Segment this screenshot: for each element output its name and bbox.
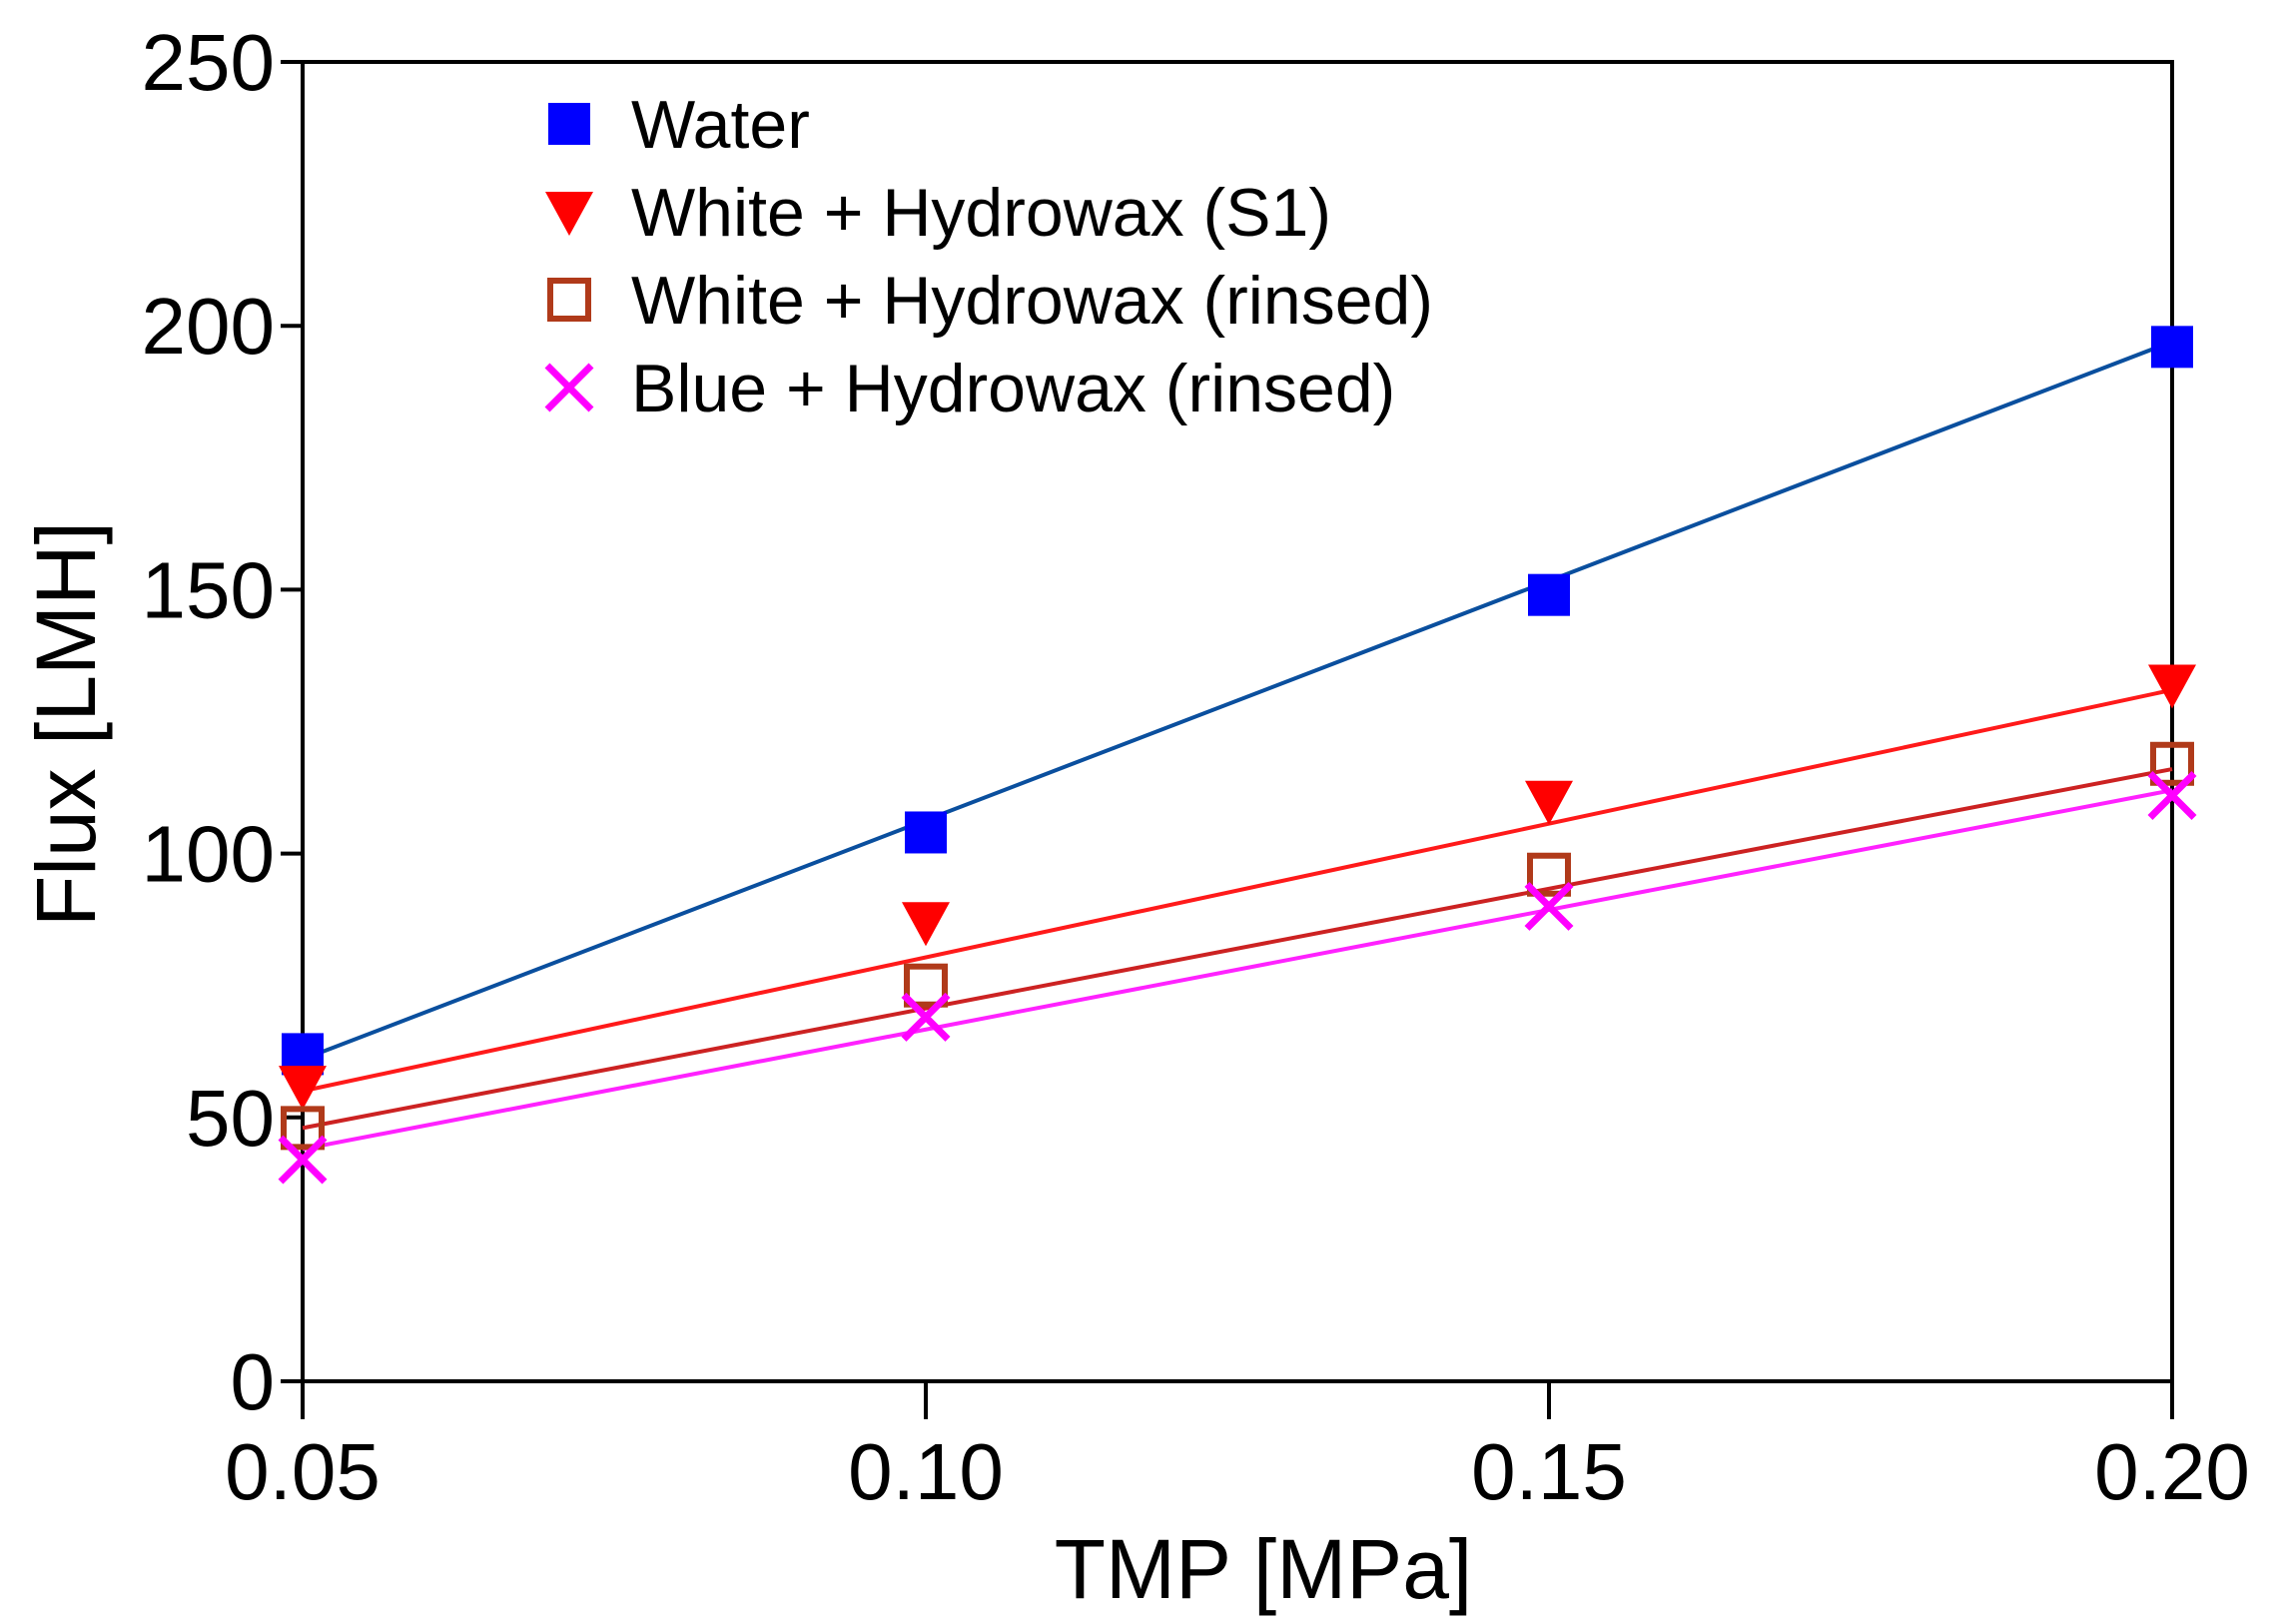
data-point-white-hydrowax-rinsed: [281, 1106, 325, 1151]
legend-label-blue-hydrowax-rinsed: Blue + Hydrowax (rinsed): [631, 351, 1395, 426]
data-point-white-hydrowax-s1: [2148, 664, 2196, 709]
x-tick-label: 0.10: [848, 1427, 1004, 1516]
y-tick-label: 100: [142, 810, 275, 899]
y-tick-label: 250: [142, 18, 275, 107]
data-point-blue-hydrowax-rinsed: [1524, 881, 1574, 931]
data-point-water: [905, 811, 947, 854]
x-tick-label: 0.15: [1471, 1427, 1627, 1516]
x-stroke: [901, 992, 951, 1042]
legend-marker-blue-hydrowax-rinsed: [544, 363, 594, 412]
legend: Water White + Hydrowax (S1) White + Hydrow…: [544, 87, 1433, 426]
data-point-white-hydrowax-s1: [279, 1066, 327, 1111]
legend-label-water: Water: [631, 87, 810, 163]
data-point-water: [1528, 573, 1570, 616]
y-tick-label: 50: [186, 1074, 275, 1163]
legend-label-white-hydrowax-s1: White + Hydrowax (S1): [631, 175, 1331, 251]
data-point-white-hydrowax-rinsed: [904, 963, 948, 1008]
y-tick-label: 0: [231, 1337, 276, 1426]
data-markers: [278, 326, 2197, 1185]
legend-marker-white-hydrowax-s1: [545, 192, 593, 236]
y-tick-label: 200: [142, 282, 275, 371]
data-point-blue-hydrowax-rinsed: [278, 1135, 328, 1185]
x-axis-label: TMP [MPa]: [1055, 1522, 1473, 1616]
fit-line-water: [302, 340, 2173, 1062]
y-tick-label: 150: [142, 545, 275, 634]
legend-marker-white-hydrowax-rinsed: [547, 278, 591, 322]
data-point-blue-hydrowax-rinsed: [2147, 771, 2197, 820]
fit-line-white-hydrowax-s1: [302, 687, 2173, 1094]
x-stroke: [1524, 881, 1574, 931]
data-point-blue-hydrowax-rinsed: [901, 992, 951, 1042]
x-stroke: [544, 363, 594, 412]
y-axis-label: Flux [LMH]: [19, 521, 113, 927]
plot-frame: [301, 60, 2174, 1383]
x-stroke: [278, 1135, 328, 1185]
data-point-white-hydrowax-rinsed: [2150, 741, 2194, 786]
fit-line-white-hydrowax-rinsed: [302, 767, 2173, 1131]
fit-lines: [302, 340, 2173, 1152]
data-point-water: [2151, 326, 2193, 369]
data-point-white-hydrowax-s1: [1525, 780, 1573, 825]
x-stroke: [2147, 771, 2197, 820]
x-tick-label: 0.05: [225, 1427, 381, 1516]
fit-line-blue-hydrowax-rinsed: [302, 788, 2173, 1152]
data-point-white-hydrowax-s1: [902, 902, 950, 947]
legend-marker-water: [548, 103, 590, 145]
axes: 0 50 100 150 200 250 0.05 0.10 0.15 0.20: [142, 18, 2250, 1516]
legend-label-white-hydrowax-rinsed: White + Hydrowax (rinsed): [631, 263, 1433, 339]
data-point-white-hydrowax-rinsed: [1527, 852, 1571, 897]
x-tick-label: 0.20: [2094, 1427, 2250, 1516]
